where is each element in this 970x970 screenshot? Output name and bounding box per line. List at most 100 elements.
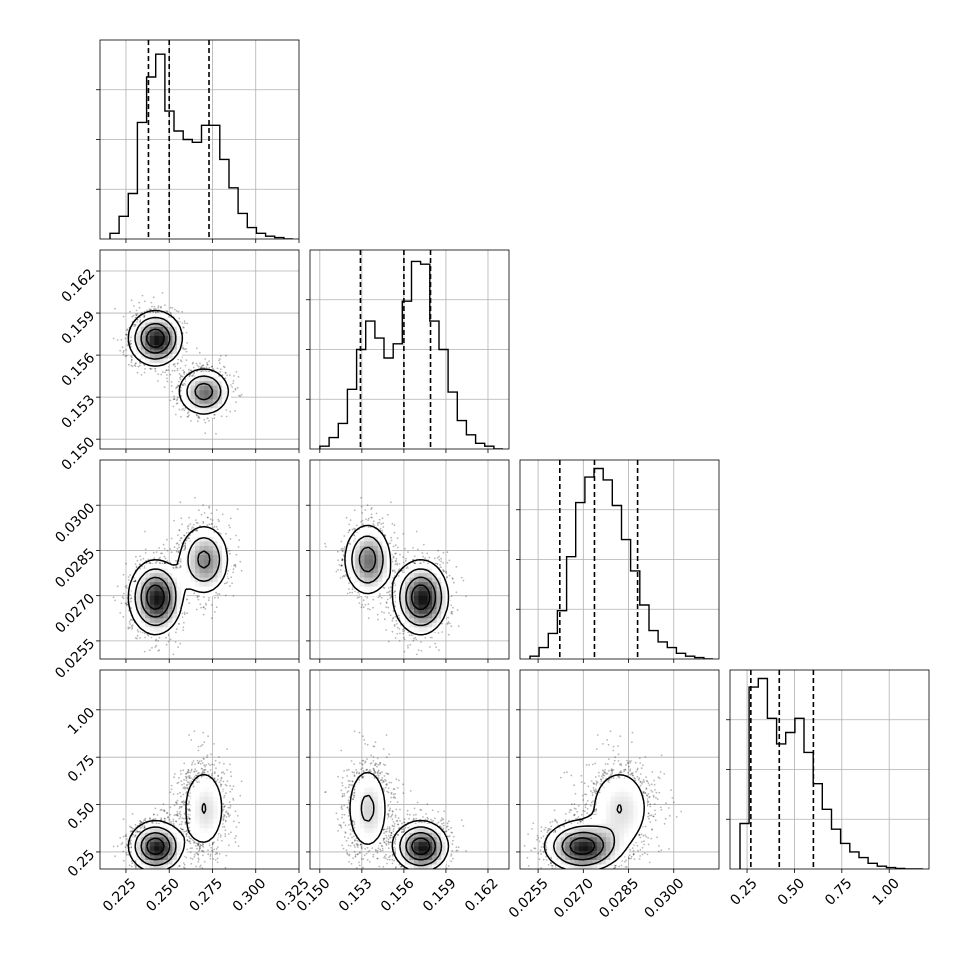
density-cell: [204, 376, 209, 382]
contour-line: [127, 309, 230, 415]
density-cell: [158, 313, 164, 319]
sample-point: [154, 311, 157, 314]
sample-point: [196, 414, 198, 417]
sample-point: [138, 301, 141, 304]
sample-point: [185, 348, 188, 350]
density-cell: [158, 331, 164, 337]
sample-point: [143, 300, 146, 303]
density-cell: [154, 313, 160, 319]
density-cell: [149, 345, 155, 350]
sample-point: [234, 564, 237, 567]
sample-point: [166, 538, 168, 541]
density-cell: [199, 372, 205, 377]
density-cell: [149, 354, 155, 359]
sample-point: [120, 602, 123, 605]
sample-point: [193, 592, 196, 595]
density-cell: [136, 349, 142, 355]
density-cell: [145, 358, 151, 364]
sample-point: [208, 507, 211, 509]
sample-point: [126, 329, 128, 331]
sample-point: [133, 364, 136, 367]
sample-point: [160, 305, 162, 308]
density-cell: [222, 403, 227, 409]
sample-point: [157, 640, 160, 642]
sample-point: [192, 371, 195, 374]
sample-point: [223, 366, 226, 369]
sample-point: [208, 360, 211, 363]
sample-point: [236, 386, 239, 389]
sample-point: [116, 339, 119, 341]
sample-point: [133, 580, 136, 583]
hist-panel-1: [306, 249, 510, 453]
sample-point: [232, 571, 235, 574]
sample-point: [122, 597, 125, 600]
sample-point: [187, 411, 190, 413]
density-cell: [154, 322, 160, 328]
density-cell: [145, 349, 151, 355]
sample-point: [178, 544, 180, 546]
sample-point: [184, 407, 187, 410]
density-cell: [217, 408, 223, 414]
sample-point: [192, 361, 194, 364]
sample-point: [218, 362, 221, 364]
sample-point: [176, 402, 179, 404]
sample-point: [182, 545, 185, 548]
sample-point: [186, 322, 189, 325]
sample-point: [237, 546, 240, 548]
sample-point: [236, 508, 239, 511]
density-cell: [199, 390, 205, 396]
sample-point: [158, 561, 161, 564]
density-cell: [181, 390, 187, 396]
sample-point: [171, 390, 174, 393]
sample-point: [147, 634, 150, 637]
sample-point: [235, 370, 238, 373]
density-cell: [185, 399, 191, 405]
sample-point: [227, 577, 230, 580]
sample-point: [176, 369, 179, 372]
density-cell: [181, 340, 187, 346]
density-cell: [154, 331, 160, 337]
density-cell: [149, 331, 155, 337]
sample-point: [200, 366, 203, 369]
sample-point: [215, 606, 218, 609]
sample-point: [170, 551, 173, 554]
sample-point: [229, 410, 232, 413]
sample-point: [181, 612, 184, 615]
sample-point: [175, 386, 178, 388]
density-cell: [176, 345, 182, 350]
sample-point: [176, 542, 179, 545]
sample-point: [218, 593, 221, 595]
density-cell: [222, 381, 227, 387]
sample-point: [164, 304, 166, 306]
sample-point: [183, 409, 186, 412]
sample-point: [216, 528, 219, 531]
sample-point: [224, 371, 227, 374]
sample-point: [210, 365, 213, 368]
sample-point: [122, 351, 125, 354]
sample-point: [229, 552, 231, 555]
sample-point: [214, 413, 216, 416]
sample-point: [186, 342, 189, 344]
sample-point: [146, 633, 149, 636]
sample-point: [167, 369, 170, 372]
sample-point: [143, 364, 146, 367]
sample-point: [234, 565, 237, 568]
x-tick: 0.75: [822, 869, 856, 909]
sample-point: [134, 365, 137, 367]
sample-point: [129, 339, 132, 342]
sample-point: [195, 414, 198, 416]
density-cell: [208, 394, 214, 400]
sample-point: [232, 382, 235, 385]
density-cell: [176, 335, 182, 341]
histogram-line: [319, 260, 503, 449]
density-cells: [131, 313, 232, 418]
sample-point: [183, 320, 186, 323]
sample-point: [232, 380, 235, 382]
sample-point: [178, 317, 181, 320]
sample-point: [135, 313, 137, 315]
sample-point: [240, 393, 243, 396]
sample-point: [121, 346, 124, 349]
density-cell: [195, 390, 200, 396]
sample-point: [187, 524, 190, 527]
sample-point: [155, 561, 158, 563]
